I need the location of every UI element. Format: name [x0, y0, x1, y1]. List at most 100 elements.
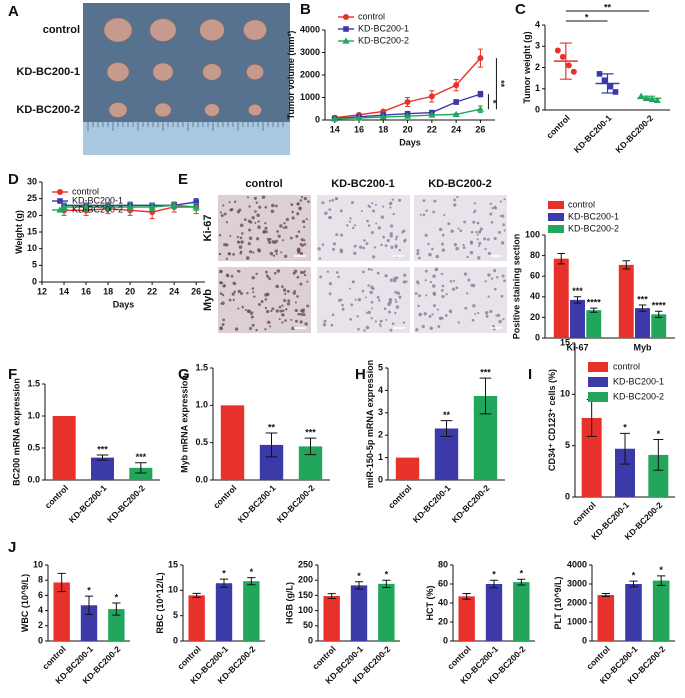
ihc-nucleus [247, 242, 251, 246]
sd-bar [643, 95, 656, 102]
data-point [355, 114, 363, 121]
ihc-nucleus [371, 255, 376, 259]
error-bar [573, 296, 582, 304]
error-bar [247, 577, 256, 586]
ihc-nucleus [246, 309, 251, 314]
ihc-nucleus [473, 202, 476, 205]
tumor [202, 63, 222, 81]
ihc-nucleus [295, 319, 298, 323]
ihc-nucleus [394, 298, 397, 301]
ihc-nucleus [290, 203, 294, 207]
significance: ** [443, 410, 451, 420]
ihc-nucleus [234, 327, 239, 331]
ihc-nucleus [229, 234, 232, 237]
ihc-nucleus [484, 280, 487, 283]
ihc-nucleus [350, 303, 354, 307]
ihc-nucleus [222, 204, 225, 207]
bar [513, 582, 530, 641]
ihc-nucleus [489, 309, 493, 313]
ihc-nucleus [471, 283, 476, 288]
bar [91, 457, 114, 480]
ihc-nucleus [401, 230, 404, 234]
x-tick-label: 20 [403, 124, 413, 134]
ihc-nucleus [418, 294, 421, 298]
legend-label: KD-BC200-1 [568, 211, 619, 221]
error-bar [479, 377, 492, 415]
legend-swatch [588, 362, 608, 372]
ihc-nucleus [367, 267, 371, 271]
ihc-nucleus [326, 270, 330, 273]
ihc-nucleus [302, 313, 306, 317]
bar [215, 583, 233, 641]
significance: ** [496, 80, 506, 88]
bar [635, 308, 650, 338]
y-tick-label: 150 [298, 590, 313, 600]
ihc-nucleus [470, 230, 474, 234]
ihc-nucleus [297, 230, 301, 233]
ihc-nucleus [493, 236, 497, 241]
ihc-nucleus [285, 217, 289, 222]
significance: * [657, 429, 661, 439]
ihc-nucleus [284, 319, 287, 322]
ihc-nucleus [374, 320, 377, 323]
ihc-nucleus [490, 221, 494, 224]
ihc-nucleus [477, 245, 481, 248]
ihc-nucleus [503, 229, 506, 232]
error-bar [57, 572, 66, 593]
y-tick-label: 15 [560, 337, 570, 347]
data-point [452, 110, 460, 117]
ihc-nucleus [487, 273, 491, 277]
ihc-nucleus [425, 209, 428, 213]
ihc-nucleus [328, 200, 331, 203]
ihc-nucleus [466, 255, 469, 259]
y-tick-label: 40 [530, 291, 540, 301]
bar [350, 585, 368, 641]
ihc-nucleus [281, 321, 284, 324]
x-tick-label: control [211, 483, 238, 510]
ihc-nucleus [444, 314, 448, 317]
ihc-nucleus [332, 242, 336, 246]
x-tick-label: control [43, 483, 70, 510]
y-tick-label: 25 [27, 193, 37, 203]
x-tick-label: KD-BC200-2 [275, 483, 317, 525]
x-tick-label: 20 [125, 286, 135, 296]
y-tick-label: 0.5 [195, 437, 208, 447]
error-bar [84, 595, 94, 615]
ihc-nucleus [285, 308, 288, 311]
ihc-nucleus [255, 328, 258, 332]
bar [458, 596, 475, 641]
ihc-nucleus [339, 209, 343, 213]
y-tick-label: 4000 [300, 24, 320, 34]
y-tick-label: 10 [33, 559, 43, 569]
ihc-nucleus [240, 240, 244, 244]
ihc-nucleus [319, 275, 323, 279]
ihc-nucleus [275, 309, 279, 313]
ihc-nucleus [292, 271, 296, 275]
ihc-nucleus [367, 224, 371, 227]
y-axis-label: Myb mRNA expression [179, 375, 189, 473]
error-bar [638, 304, 647, 312]
y-axis-label: HCT (%) [425, 586, 435, 621]
ihc-nucleus [498, 319, 502, 324]
ihc-nucleus [270, 309, 273, 313]
legend-label: KD-BC200-2 [613, 391, 664, 401]
y-tick-label: 5 [32, 260, 37, 270]
error-bar [304, 437, 317, 456]
ihc-nucleus [495, 276, 499, 279]
error-bar [653, 439, 664, 471]
y-tick-label: 100 [298, 605, 313, 615]
ihc-nucleus [271, 307, 275, 311]
ihc-nucleus [303, 196, 307, 201]
ihc-nucleus [239, 291, 243, 295]
legend-swatch [548, 225, 564, 233]
bar [648, 454, 669, 497]
bar [570, 299, 585, 338]
y-tick-label: 200 [298, 575, 313, 585]
ihc-nucleus [261, 195, 266, 199]
x-axis-label: Days [399, 137, 421, 147]
ihc-nucleus [302, 220, 306, 224]
legend-marker [56, 206, 64, 213]
y-axis-label: CD34⁺ CD123⁺ cells (%) [547, 369, 557, 471]
ihc-nucleus [253, 295, 256, 298]
